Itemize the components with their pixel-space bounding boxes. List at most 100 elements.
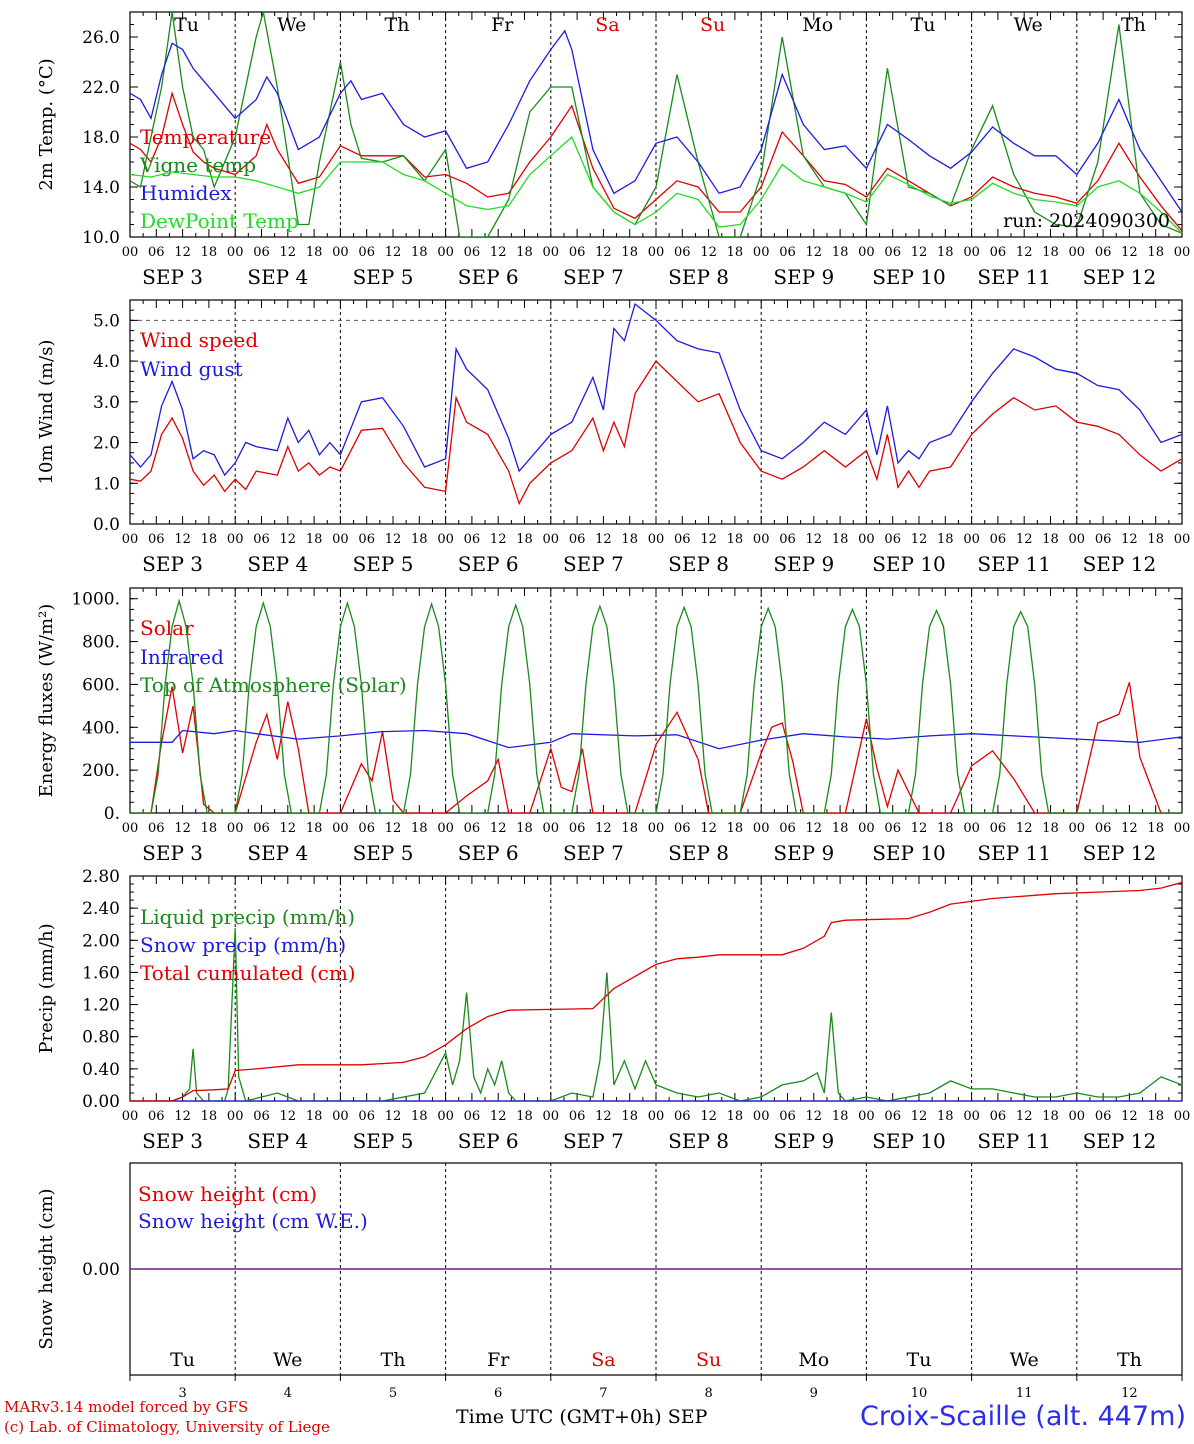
hour-tick-label: 18	[306, 821, 323, 836]
y-tick-label: 2.00	[82, 931, 120, 951]
legend-snow-precip-mm-h-: Snow precip (mm/h)	[140, 933, 346, 957]
y-tick-label: 800.	[82, 633, 120, 653]
hour-tick-label: 12	[1121, 532, 1138, 547]
date-label: SEP 11	[977, 841, 1051, 865]
hour-tick-label: 12	[700, 821, 717, 836]
hour-tick-label: 06	[674, 1109, 691, 1124]
series-line-solar	[130, 682, 1182, 813]
date-label: SEP 4	[247, 552, 308, 576]
weekday-label: We	[1014, 14, 1043, 36]
hour-tick-label: 06	[358, 532, 375, 547]
hour-tick-label: 12	[911, 821, 928, 836]
hour-tick-label: 18	[306, 245, 323, 260]
weekday-label: Tu	[170, 1349, 195, 1371]
legend-infrared: Infrared	[140, 645, 224, 669]
date-label: SEP 9	[773, 841, 834, 865]
hour-tick-label: 06	[148, 245, 165, 260]
weekday-label: Sa	[595, 14, 619, 36]
hour-tick-label: 18	[727, 245, 744, 260]
series-line-temperature	[130, 90, 1182, 232]
day-number-label: 10	[911, 1386, 928, 1401]
hour-tick-label: 06	[253, 245, 270, 260]
hour-tick-label: 12	[595, 1109, 612, 1124]
day-number-label: 7	[599, 1386, 607, 1401]
hour-tick-label: 06	[253, 532, 270, 547]
hour-tick-label: 12	[385, 245, 402, 260]
hour-tick-label: 18	[201, 821, 218, 836]
series-line-wind-speed	[130, 360, 1182, 506]
date-label: SEP 4	[247, 265, 308, 289]
hour-tick-label: 12	[806, 245, 823, 260]
hour-tick-label: 06	[253, 1109, 270, 1124]
hour-tick-label: 06	[569, 245, 586, 260]
date-label: SEP 8	[668, 841, 729, 865]
date-label: SEP 9	[773, 1129, 834, 1153]
hour-tick-label: 06	[1095, 821, 1112, 836]
y-tick-label: 2.0	[93, 434, 120, 454]
legend-liquid-precip-mm-h-: Liquid precip (mm/h)	[140, 905, 355, 929]
hour-tick-label: 00	[332, 1109, 349, 1124]
hour-tick-label: 18	[201, 1109, 218, 1124]
hour-tick-label: 12	[490, 245, 507, 260]
hour-tick-label: 00	[332, 532, 349, 547]
date-label: SEP 5	[353, 841, 414, 865]
hour-tick-label: 12	[911, 245, 928, 260]
hour-tick-label: 00	[1069, 1109, 1086, 1124]
hour-tick-label: 06	[464, 1109, 481, 1124]
weekday-label: Sa	[591, 1349, 615, 1371]
hour-tick-label: 00	[332, 245, 349, 260]
hour-tick-label: 06	[884, 532, 901, 547]
y-tick-label: 0.00	[82, 1260, 120, 1280]
hour-tick-label: 00	[227, 821, 244, 836]
y-tick-label: 1000.	[71, 590, 120, 610]
panel-frame	[129, 299, 1183, 525]
y-tick-label: 2.80	[82, 867, 120, 887]
hour-tick-label: 18	[1042, 532, 1059, 547]
date-label: SEP 6	[458, 841, 519, 865]
date-label: SEP 12	[1083, 841, 1157, 865]
hour-tick-label: 18	[621, 245, 638, 260]
hour-tick-label: 12	[1016, 821, 1033, 836]
hour-tick-label: 18	[727, 532, 744, 547]
y-tick-label: 18.0	[82, 128, 120, 148]
date-label: SEP 5	[353, 1129, 414, 1153]
hour-tick-label: 06	[779, 532, 796, 547]
hour-tick-label: 18	[306, 532, 323, 547]
hour-tick-label: 00	[858, 245, 875, 260]
date-label: SEP 7	[563, 265, 624, 289]
date-label: SEP 3	[142, 1129, 203, 1153]
hour-tick-label: 00	[437, 1109, 454, 1124]
hour-tick-label: 12	[280, 821, 297, 836]
hour-tick-label: 00	[122, 1109, 139, 1124]
legend-wind-speed: Wind speed	[140, 328, 258, 352]
hour-tick-label: 18	[1147, 1109, 1164, 1124]
weekday-label: We	[1010, 1349, 1039, 1371]
day-number-label: 8	[704, 1386, 712, 1401]
hour-tick-label: 00	[858, 821, 875, 836]
legend-top-of-atmosphere-solar-: Top of Atmosphere (Solar)	[140, 673, 407, 697]
y-axis-label: Precip (mm/h)	[36, 923, 57, 1053]
hour-tick-label: 06	[569, 532, 586, 547]
series-line-wind-gust	[130, 302, 1182, 477]
hour-tick-label: 00	[122, 821, 139, 836]
y-axis-label: 10m Wind (m/s)	[36, 340, 57, 485]
weekday-label: Su	[696, 1349, 721, 1371]
hour-tick-label: 12	[806, 532, 823, 547]
hour-tick-label: 06	[253, 821, 270, 836]
hour-tick-label: 18	[516, 1109, 533, 1124]
hour-tick-label: 00	[437, 532, 454, 547]
hour-tick-label: 06	[569, 821, 586, 836]
hour-tick-label: 12	[595, 245, 612, 260]
hour-tick-label: 18	[621, 821, 638, 836]
hour-tick-label: 00	[227, 1109, 244, 1124]
y-tick-label: 14.0	[82, 178, 120, 198]
hour-tick-label: 00	[543, 821, 560, 836]
legend-dewpoint-temp: DewPoint Temp	[140, 209, 299, 233]
hour-tick-label: 12	[806, 821, 823, 836]
date-label: SEP 4	[247, 1129, 308, 1153]
date-label: SEP 12	[1083, 1129, 1157, 1153]
hour-tick-label: 00	[1174, 532, 1191, 547]
legend-snow-height-cm-w-e-: Snow height (cm W.E.)	[138, 1209, 368, 1233]
hour-tick-label: 12	[595, 532, 612, 547]
